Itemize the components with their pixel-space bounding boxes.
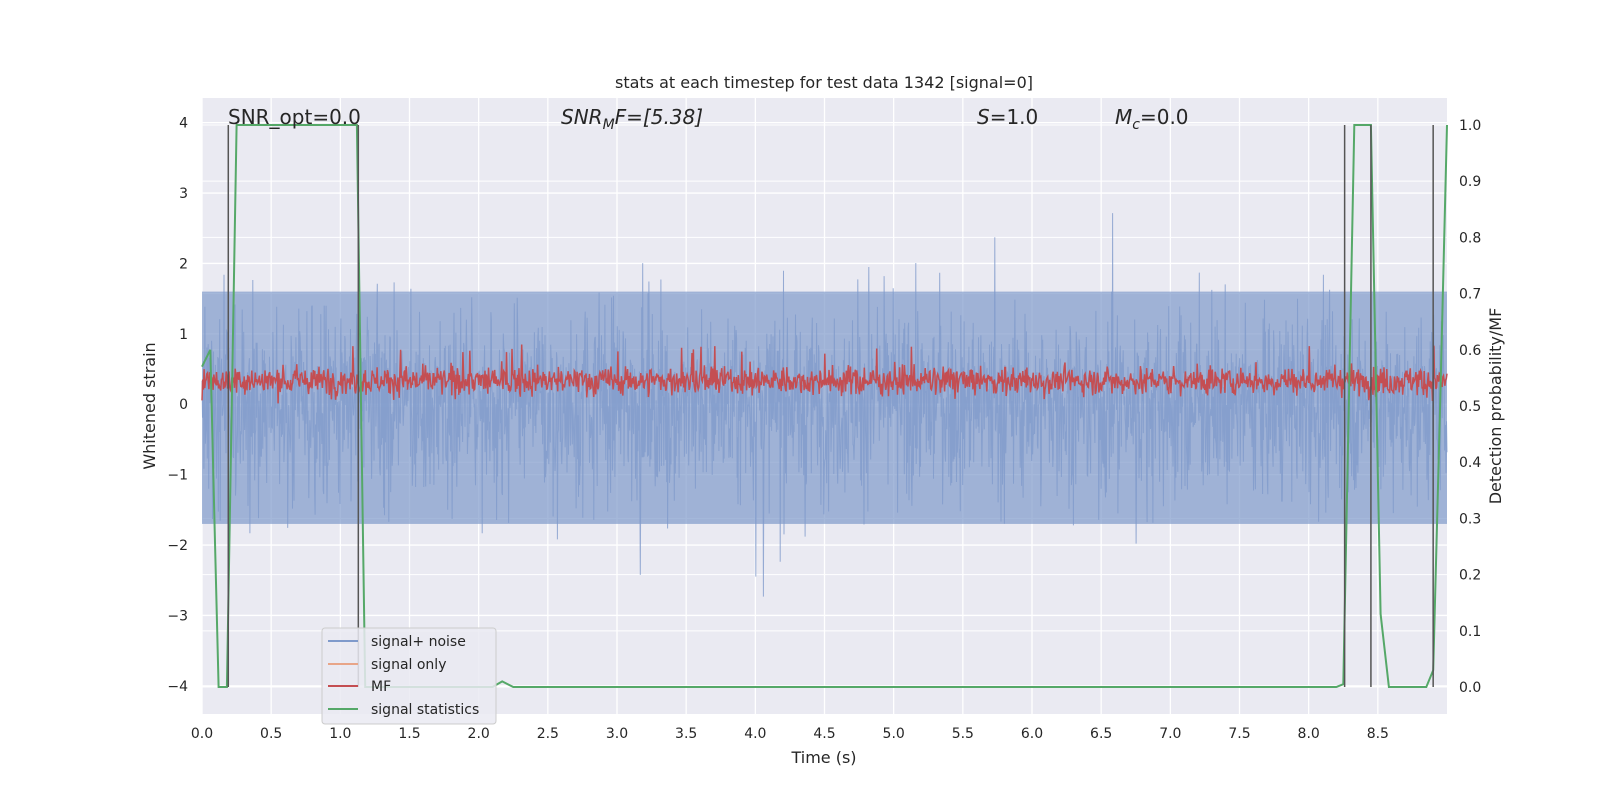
- y2-tick-label: 0.9: [1459, 174, 1481, 190]
- annotation-s-value: =1.0: [990, 105, 1039, 129]
- y-tick-label: −3: [167, 608, 188, 624]
- x-tick-label: 2.0: [468, 726, 490, 742]
- annotation-mc-base: M: [1115, 105, 1132, 129]
- series-mf: [201, 344, 1448, 404]
- series-line-mf: [201, 344, 1448, 404]
- x-tick-label: 3.5: [675, 726, 697, 742]
- y2-axis-label: Detection probability/MF: [1486, 308, 1505, 505]
- y-tick-labels: 4 3 2 1 0 −1 −2 −3 −4: [167, 116, 188, 695]
- annotation-s: S=1.0: [977, 105, 1038, 129]
- y-tick-label: 1: [179, 327, 188, 343]
- annotation-s-label: S: [977, 105, 990, 129]
- annotation-snr-mf: SNRMF=[5.38]: [561, 105, 703, 133]
- x-tick-label: 4.5: [813, 726, 835, 742]
- annotation-snr-mf-rest: F=[5.38]: [615, 105, 703, 129]
- chart-title: stats at each timestep for test data 134…: [615, 73, 1033, 92]
- x-tick-label: 1.5: [398, 726, 420, 742]
- x-tick-label: 0.5: [260, 726, 282, 742]
- annotation-snr-mf-base: SNR: [561, 105, 603, 129]
- x-tick-label: 1.0: [329, 726, 351, 742]
- y2-tick-label: 0.5: [1459, 399, 1481, 415]
- y2-tick-label: 0.1: [1459, 624, 1481, 640]
- y2-tick-label: 0.2: [1459, 568, 1481, 584]
- y-tick-label: 4: [179, 116, 188, 132]
- y-tick-label: −4: [167, 679, 188, 695]
- y2-tick-labels: 1.0 0.9 0.8 0.7 0.6 0.5 0.4 0.3 0.2 0.1 0.0: [1459, 118, 1481, 696]
- legend-label-mf: MF: [371, 679, 391, 695]
- x-tick-label: 7.0: [1159, 726, 1181, 742]
- series-signal-statistics: [201, 124, 1448, 688]
- y-tick-label: −2: [167, 538, 188, 554]
- x-tick-labels: 0.0 0.5 1.0 1.5 2.0 2.5 3.0 3.5 4.0 4.5 5.0 5.5 6.0 6…: [191, 726, 1389, 742]
- y2-tick-label: 0.8: [1459, 230, 1481, 246]
- x-tick-label: 0.0: [191, 726, 213, 742]
- y-tick-label: −1: [167, 468, 188, 484]
- series-line-signal-noise: [201, 213, 1448, 597]
- x-tick-label: 7.5: [1228, 726, 1250, 742]
- annotation-mc: Mc=0.0: [1115, 105, 1189, 133]
- x-tick-label: 4.0: [744, 726, 766, 742]
- y-axis-label: Whitened strain: [140, 342, 159, 469]
- y-tick-label: 0: [179, 397, 188, 413]
- series-signal-noise: [201, 213, 1448, 597]
- y-tick-label: 3: [179, 186, 188, 202]
- x-tick-label: 6.5: [1090, 726, 1112, 742]
- legend-label-signal-statistics: signal statistics: [371, 702, 479, 718]
- series-line-signal-statistics: [201, 124, 1448, 688]
- legend: signal+ noise signal only MF signal stat…: [321, 627, 497, 725]
- x-tick-label: 3.0: [606, 726, 628, 742]
- legend-label-signal-noise: signal+ noise: [371, 634, 466, 650]
- x-tick-label: 5.5: [952, 726, 974, 742]
- y2-tick-label: 0.4: [1459, 455, 1481, 471]
- y2-tick-label: 0.3: [1459, 511, 1481, 527]
- annotation-mc-value: =0.0: [1140, 105, 1189, 129]
- vertical-markers: [227, 124, 1434, 688]
- x-tick-label: 2.5: [537, 726, 559, 742]
- x-tick-label: 6.0: [1021, 726, 1043, 742]
- x-tick-label: 8.5: [1367, 726, 1389, 742]
- legend-box: [321, 627, 497, 725]
- x-tick-label: 8.0: [1298, 726, 1320, 742]
- annotation-snr-mf-sub: M: [603, 117, 615, 133]
- y2-tick-label: 0.0: [1459, 680, 1481, 696]
- y2-tick-label: 0.7: [1459, 287, 1481, 303]
- annotation-snr-opt: SNR_opt=0.0: [228, 105, 361, 129]
- y-tick-label: 2: [179, 256, 188, 272]
- y2-tick-label: 0.6: [1459, 343, 1481, 359]
- annotation-mc-sub: c: [1132, 117, 1140, 133]
- x-axis-label: Time (s): [790, 748, 856, 767]
- legend-label-signal-only: signal only: [371, 657, 446, 673]
- x-tick-label: 5.0: [883, 726, 905, 742]
- y2-tick-label: 1.0: [1459, 118, 1481, 134]
